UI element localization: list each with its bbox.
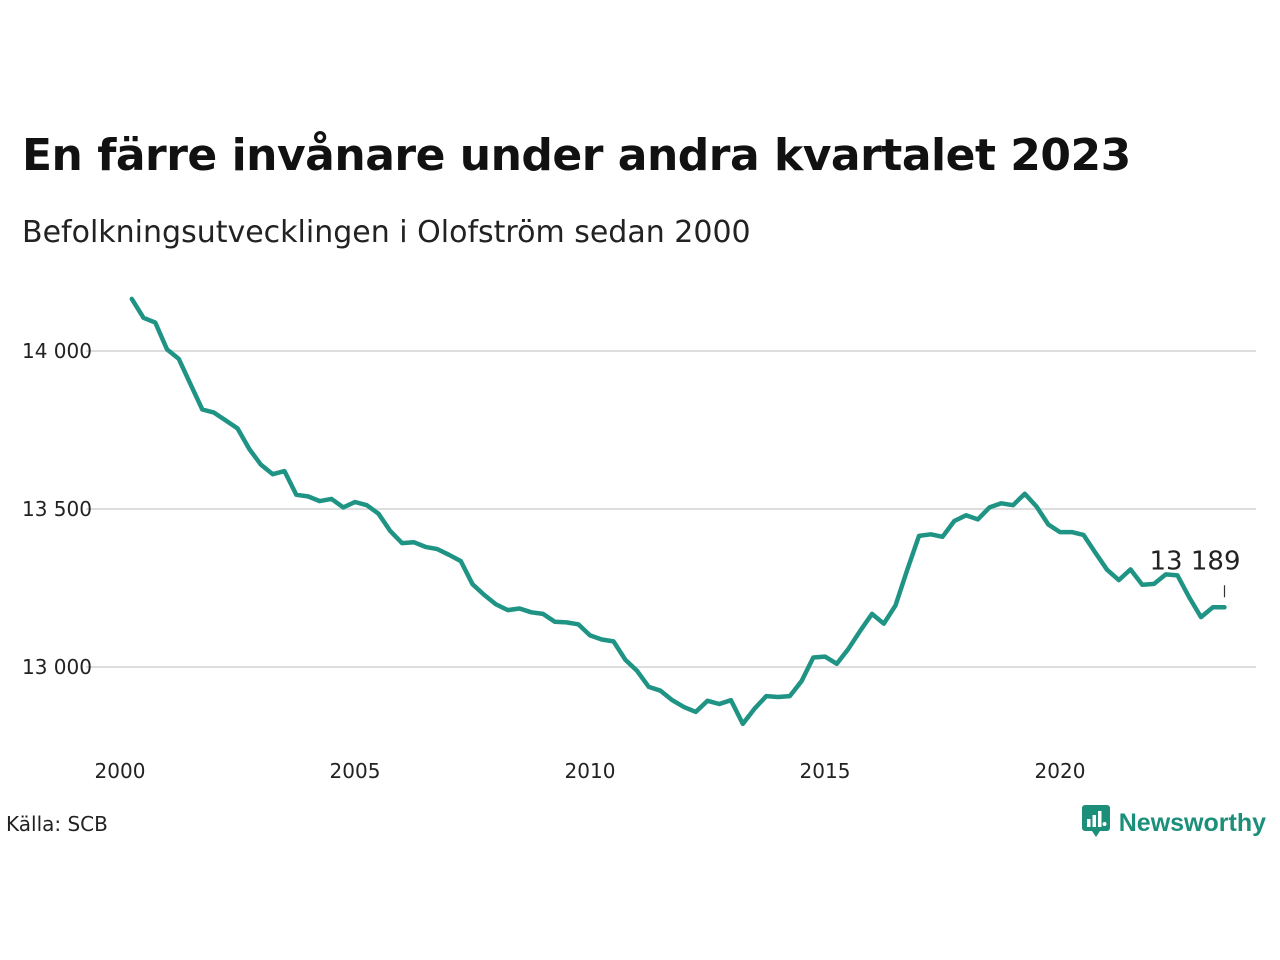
y-tick-label: 14 000 <box>22 339 92 363</box>
x-tick-label: 2020 <box>1035 759 1086 783</box>
y-tick-label: 13 500 <box>22 497 92 521</box>
x-axis-tick-labels: 2000 2005 2010 2015 2020 <box>95 759 1086 783</box>
chart-subtitle: Befolkningsutvecklingen i Olofström seda… <box>22 215 751 250</box>
x-tick-label: 2015 <box>800 759 851 783</box>
population-line <box>129 296 1227 727</box>
last-value-label: 13 189 <box>1150 546 1241 576</box>
brand-logo: Newsworthy <box>1081 804 1266 842</box>
brand-name: Newsworthy <box>1118 808 1266 837</box>
x-tick-label: 2000 <box>95 759 146 783</box>
y-tick-label: 13 000 <box>22 655 92 679</box>
x-tick-label: 2010 <box>565 759 616 783</box>
grid-lines <box>86 350 1256 668</box>
y-axis-tick-labels: 13 000 13 500 14 000 <box>22 339 92 679</box>
x-tick-label: 2005 <box>330 759 381 783</box>
newsworthy-logo-icon <box>1081 804 1111 842</box>
chart-title: En färre invånare under andra kvartalet … <box>22 130 1131 181</box>
last-value-annotation: 13 189 <box>1150 546 1241 598</box>
source-note: Källa: SCB <box>6 812 108 836</box>
